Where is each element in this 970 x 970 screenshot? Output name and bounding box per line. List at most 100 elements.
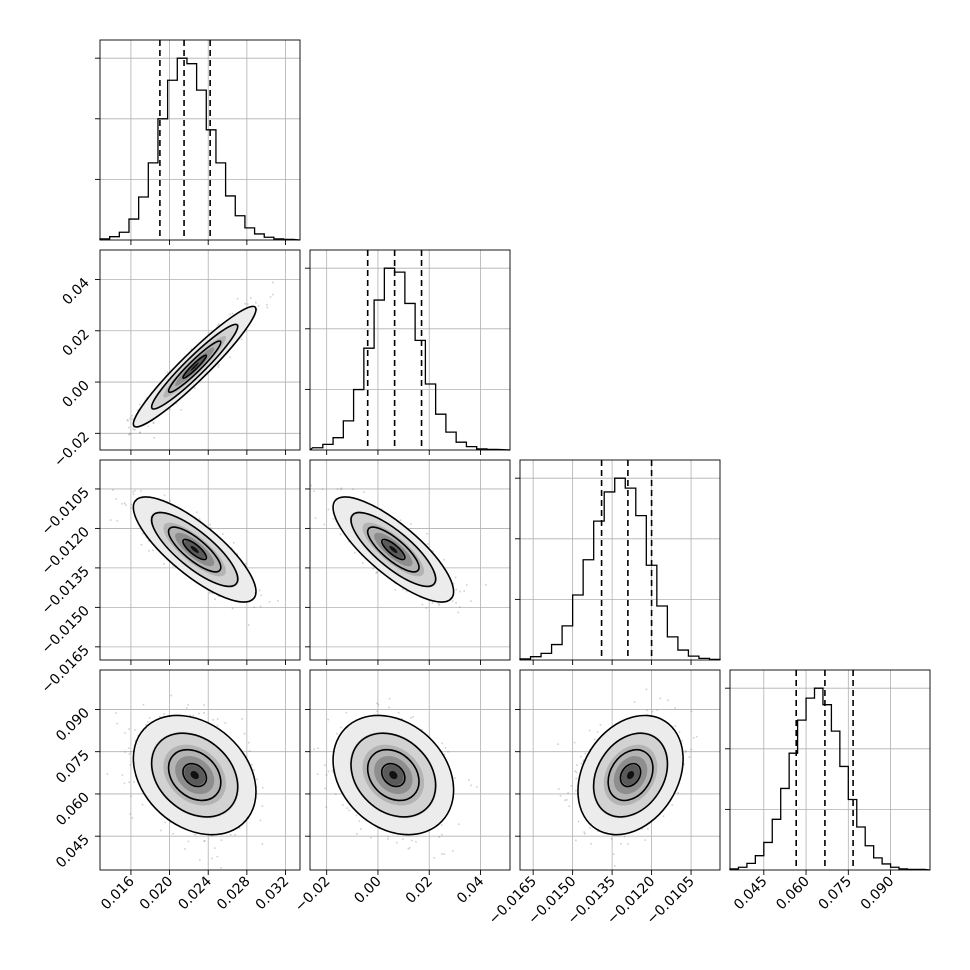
scatter-point	[659, 697, 662, 700]
scatter-point	[331, 769, 334, 772]
scatter-point	[130, 507, 132, 509]
scatter-point	[145, 536, 148, 539]
scatter-point	[217, 324, 219, 327]
scatter-point	[325, 806, 328, 808]
scatter-point	[193, 387, 196, 390]
scatter-point	[128, 433, 130, 436]
scatter-point	[454, 777, 456, 779]
scatter-point	[185, 707, 188, 709]
density-level	[190, 362, 199, 371]
scatter-point	[372, 567, 374, 570]
scatter-point	[238, 827, 241, 829]
scatter-point	[336, 732, 338, 735]
scatter-point	[361, 562, 364, 564]
scatter-point	[172, 832, 174, 835]
scatter-point	[247, 624, 250, 626]
scatter-point	[132, 426, 135, 428]
scatter-point	[203, 840, 205, 842]
scatter-point	[126, 419, 129, 421]
scatter-point	[324, 787, 327, 790]
scatter-point	[203, 704, 206, 706]
scatter-point	[192, 714, 195, 717]
scatter-point	[127, 419, 129, 422]
scatter-point	[463, 590, 466, 592]
scatter-point	[577, 820, 580, 823]
scatter-point	[229, 834, 232, 836]
scatter-point	[209, 592, 211, 594]
scatter-point	[163, 563, 165, 565]
panel-frame	[309, 669, 511, 871]
scatter-point	[573, 741, 576, 744]
scatter-point	[314, 517, 317, 519]
scatter-point	[259, 605, 262, 608]
scatter-point	[222, 533, 224, 535]
scatter-point	[224, 722, 227, 724]
scatter-point	[348, 540, 350, 543]
scatter-point	[216, 724, 219, 727]
scatter-point	[148, 717, 151, 719]
contour-line	[167, 748, 222, 802]
scatter-point	[109, 519, 112, 521]
scatter-panel-0-3	[99, 669, 301, 871]
hist-panel-0	[95, 39, 301, 241]
scatter-point	[112, 489, 114, 491]
scatter-point	[115, 498, 118, 500]
scatter-point	[468, 779, 470, 781]
scatter-point	[256, 778, 258, 781]
scatter-point	[236, 553, 239, 556]
contour-line	[380, 538, 406, 561]
contour-line	[150, 511, 239, 588]
scatter-point	[425, 607, 428, 609]
scatter-point	[153, 436, 155, 439]
scatter-point	[169, 821, 172, 824]
scatter-point	[248, 750, 251, 752]
scatter-point	[132, 428, 135, 430]
scatter-point	[142, 703, 145, 706]
scatter-point	[431, 602, 434, 604]
scatter-point	[243, 732, 246, 735]
scatter-point	[216, 855, 219, 858]
scatter-point	[421, 603, 424, 606]
scatter-point	[451, 600, 454, 602]
scatter-point	[455, 602, 457, 604]
scatter-point	[203, 712, 205, 714]
scatter-point	[313, 490, 315, 493]
scatter-point	[387, 835, 389, 838]
scatter-point	[410, 716, 412, 719]
scatter-point	[169, 500, 172, 502]
scatter-point	[220, 866, 222, 869]
scatter-panel-0-1	[99, 249, 301, 451]
scatter-point	[187, 840, 190, 843]
scatter-point	[432, 550, 434, 552]
scatter-point	[323, 523, 326, 526]
scatter-point	[352, 488, 354, 491]
scatter-point	[124, 732, 127, 734]
scatter-point	[175, 402, 178, 404]
scatter-point	[363, 491, 365, 493]
scatter-point	[580, 762, 583, 765]
scatter-point	[458, 606, 461, 608]
scatter-point	[132, 491, 134, 493]
contour-line	[167, 526, 222, 573]
scatter-point	[218, 595, 220, 598]
panel-frame	[99, 459, 301, 661]
scatter-point	[399, 519, 402, 521]
scatter-point	[441, 833, 443, 836]
scatter-point	[204, 840, 206, 842]
histogram-step	[729, 687, 931, 871]
scatter-point	[131, 415, 133, 417]
scatter-point	[342, 791, 344, 794]
scatter-point	[427, 543, 429, 545]
scatter-point	[129, 764, 132, 766]
scatter-point	[218, 323, 220, 325]
scatter-point	[266, 303, 268, 306]
scatter-point	[455, 588, 458, 591]
panel-frame	[309, 459, 511, 661]
scatter-point	[605, 831, 608, 834]
contour-line	[167, 340, 222, 394]
scatter-point	[610, 837, 613, 840]
scatter-point	[277, 600, 279, 602]
scatter-point	[408, 846, 411, 849]
scatter-point	[130, 750, 132, 753]
contour-line	[332, 714, 455, 836]
